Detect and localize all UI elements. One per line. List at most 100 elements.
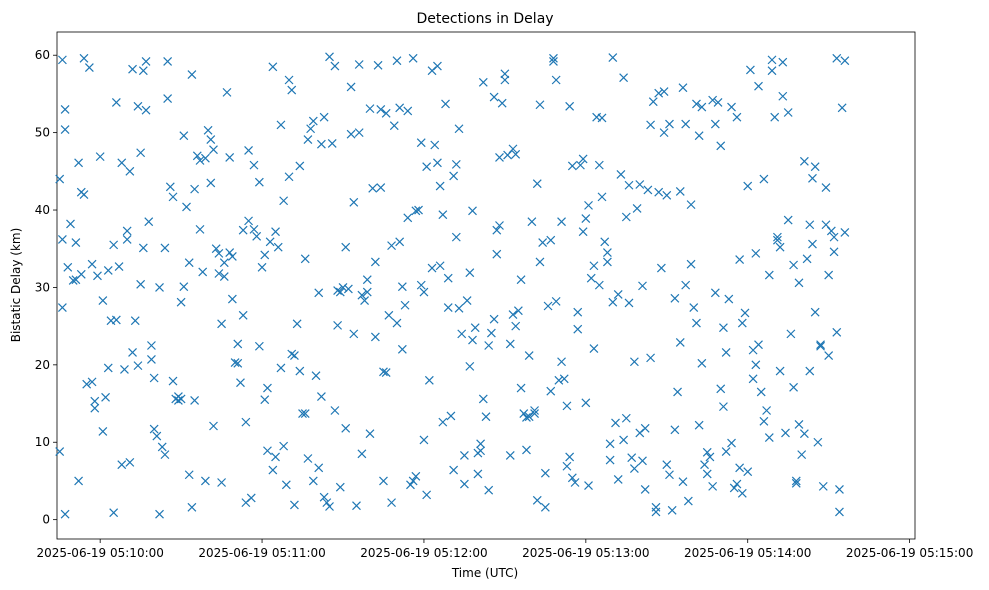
x-marker-point: [268, 62, 278, 72]
x-marker-point: [816, 340, 825, 350]
x-marker-point: [659, 87, 669, 97]
x-marker-point: [589, 261, 599, 271]
x-marker-point: [408, 53, 418, 63]
x-marker-point: [597, 113, 607, 123]
x-marker-point: [397, 282, 407, 292]
x-marker-point: [357, 449, 367, 459]
x-marker-point: [705, 452, 715, 462]
x-marker-point: [325, 52, 334, 62]
x-marker-point: [799, 429, 809, 439]
x-marker-point: [638, 281, 647, 291]
x-marker-point: [619, 435, 629, 445]
x-marker-point: [395, 103, 405, 113]
x-marker-point: [457, 329, 467, 339]
x-marker-point: [217, 478, 227, 487]
x-marker-point: [584, 200, 593, 210]
x-marker-point: [303, 454, 313, 463]
x-marker-point: [168, 376, 178, 386]
x-tick-label: 2025-06-19 05:15:00: [846, 546, 973, 560]
x-marker-point: [683, 496, 693, 506]
x-marker-point: [55, 447, 65, 456]
x-marker-point: [90, 403, 100, 413]
x-marker-point: [206, 135, 216, 145]
x-marker-point: [770, 112, 780, 122]
x-marker-point: [419, 435, 429, 445]
x-marker-point: [138, 243, 148, 253]
x-marker-point: [581, 214, 591, 223]
x-marker-point: [772, 232, 782, 242]
x-marker-point: [540, 468, 550, 478]
x-marker-point: [60, 125, 70, 134]
x-marker-point: [700, 460, 709, 470]
x-marker-point: [810, 307, 820, 317]
x-marker-point: [238, 310, 248, 320]
x-marker-point: [376, 104, 386, 114]
x-marker-point: [354, 128, 364, 138]
x-marker-point: [478, 77, 488, 87]
x-marker-point: [66, 219, 75, 229]
x-marker-point: [443, 303, 453, 312]
x-marker-point: [376, 183, 386, 193]
x-marker-point: [481, 412, 491, 422]
x-marker-point: [98, 296, 108, 306]
x-marker-point: [346, 82, 356, 92]
x-marker-point: [230, 358, 240, 367]
x-marker-point: [751, 360, 761, 370]
x-marker-point: [233, 358, 243, 368]
x-marker-point: [624, 298, 634, 308]
x-marker-point: [335, 482, 345, 492]
x-marker-point: [524, 351, 534, 360]
x-marker-point: [697, 358, 707, 368]
x-marker-point: [260, 395, 270, 405]
x-marker-point: [233, 339, 243, 349]
x-marker-point: [775, 366, 785, 376]
x-marker-point: [697, 102, 707, 112]
x-marker-point: [373, 60, 383, 70]
x-marker-point: [392, 56, 402, 66]
x-marker-point: [435, 181, 445, 191]
x-marker-point: [173, 396, 183, 405]
x-marker-point: [454, 124, 464, 134]
x-marker-point: [775, 242, 785, 252]
x-marker-point: [333, 286, 343, 295]
x-marker-point: [414, 205, 423, 215]
x-marker-point: [87, 377, 97, 387]
x-marker-point: [627, 453, 637, 463]
x-marker-point: [98, 426, 108, 436]
x-marker-point: [532, 495, 542, 505]
x-marker-point: [719, 323, 728, 333]
x-marker-point: [101, 392, 110, 402]
x-marker-point: [160, 450, 170, 460]
data-points: [55, 52, 850, 519]
x-marker-point: [335, 287, 345, 297]
x-marker-point: [176, 394, 186, 404]
x-marker-point: [403, 213, 413, 223]
x-marker-point: [786, 329, 796, 339]
x-marker-point: [241, 417, 251, 427]
x-marker-point: [832, 53, 842, 63]
x-marker-point: [567, 161, 577, 171]
x-marker-point: [249, 160, 259, 170]
x-marker-point: [408, 476, 418, 486]
x-marker-point: [287, 85, 297, 95]
x-marker-point: [459, 450, 469, 460]
x-marker-point: [549, 56, 558, 66]
x-marker-point: [470, 323, 480, 333]
x-marker-point: [125, 166, 135, 176]
x-marker-point: [195, 224, 205, 234]
x-marker-point: [227, 294, 237, 304]
x-marker-point: [605, 439, 615, 449]
x-marker-point: [546, 386, 556, 396]
x-marker-point: [430, 140, 440, 150]
x-marker-point: [279, 441, 289, 451]
x-marker-point: [651, 502, 661, 512]
x-marker-point: [284, 172, 294, 182]
x-marker-point: [530, 409, 539, 419]
x-marker-point: [416, 280, 426, 290]
x-marker-point: [271, 227, 280, 237]
x-marker-point: [198, 267, 208, 277]
x-marker-point: [646, 353, 656, 363]
x-marker-point: [565, 101, 575, 111]
y-tick-label: 60: [35, 48, 50, 62]
x-marker-point: [392, 318, 402, 328]
